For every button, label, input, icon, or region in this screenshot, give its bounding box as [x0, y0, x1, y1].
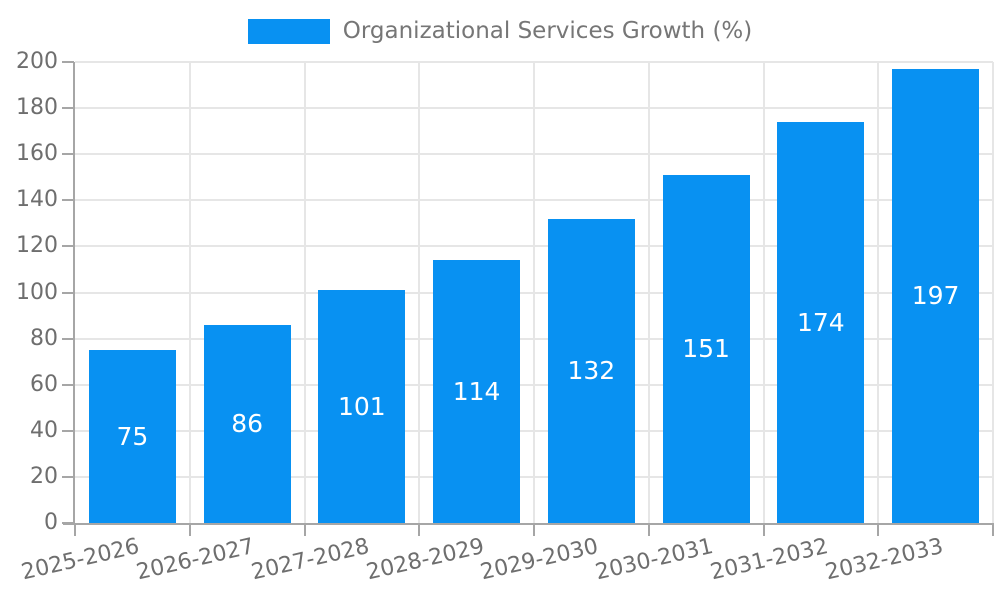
x-axis-tick: [418, 525, 421, 536]
bar-slot: 174: [764, 62, 879, 523]
x-axis-tick: [74, 525, 76, 536]
plot-area: 75 86 101 114 132 151 174 197: [75, 61, 994, 523]
x-axis-line: [63, 523, 994, 525]
bar-slot: 132: [534, 62, 649, 523]
y-tick-label: 0: [44, 510, 58, 535]
y-tick-label: 100: [16, 279, 58, 305]
grid-line-vertical: [992, 62, 994, 523]
y-tick-label: 200: [16, 49, 58, 74]
legend-swatch-icon[interactable]: [247, 18, 330, 44]
y-axis-line: [73, 62, 75, 525]
bar-value-label: 174: [797, 307, 845, 337]
y-axis-tick: [62, 291, 74, 294]
bar[interactable]: 114: [433, 260, 521, 523]
y-axis-tick: [62, 245, 74, 248]
y-axis-tick: [62, 107, 74, 110]
bar-slot: 101: [305, 62, 420, 523]
x-axis-tick: [647, 525, 650, 536]
x-axis-tick: [188, 525, 191, 536]
bar-slot: 197: [878, 62, 993, 523]
x-axis-tick: [303, 525, 306, 536]
bar-value-label: 197: [911, 281, 960, 311]
bar-slot: 86: [190, 62, 305, 523]
y-axis-tick: [62, 337, 74, 340]
bar[interactable]: 197: [892, 68, 980, 523]
bar-slot: 75: [75, 62, 190, 523]
grid-line-vertical: [188, 62, 191, 523]
bar[interactable]: 101: [318, 290, 406, 523]
y-tick-label: 20: [30, 463, 58, 489]
y-tick-label: 60: [30, 371, 58, 397]
legend[interactable]: Organizational Services Growth (%): [0, 18, 1000, 44]
bar-value-label: 151: [682, 334, 730, 364]
bar-value-label: 132: [567, 356, 616, 386]
bar[interactable]: 132: [547, 218, 635, 523]
y-axis-tick: [62, 522, 74, 524]
bar[interactable]: 75: [88, 350, 176, 523]
bar-slot: 151: [649, 62, 764, 523]
bar[interactable]: 174: [777, 121, 865, 523]
bar-value-label: 101: [338, 392, 386, 422]
bar[interactable]: 86: [203, 324, 291, 523]
grid-line-vertical: [647, 62, 650, 523]
y-axis-tick: [62, 153, 74, 156]
x-axis-tick: [762, 525, 765, 536]
y-axis-tick: [62, 199, 74, 202]
y-axis-tick: [62, 429, 74, 432]
grid-line-vertical: [533, 62, 535, 523]
grid-line-vertical: [418, 62, 421, 523]
legend-label[interactable]: Organizational Services Growth (%): [342, 18, 753, 44]
grid-line-vertical: [877, 62, 880, 523]
y-tick-label: 80: [30, 325, 58, 351]
bar-value-label: 114: [452, 377, 501, 407]
y-tick-label: 40: [30, 417, 58, 443]
bar-value-label: 75: [116, 422, 149, 452]
bar[interactable]: 151: [662, 174, 750, 523]
y-tick-label: 120: [16, 233, 58, 259]
y-tick-label: 180: [16, 95, 58, 121]
x-axis-tick: [992, 525, 994, 536]
y-tick-label: 140: [16, 187, 58, 213]
x-axis-tick: [533, 525, 535, 536]
bar-slot: 114: [419, 62, 534, 523]
y-tick-label: 160: [16, 141, 58, 167]
grid-line-vertical: [762, 62, 765, 523]
x-axis-tick: [877, 525, 880, 536]
bar-value-label: 86: [231, 409, 264, 439]
grid-line-vertical: [303, 62, 306, 523]
y-axis-tick: [62, 475, 74, 478]
y-axis-tick: [62, 61, 74, 63]
y-axis-tick: [62, 383, 74, 386]
